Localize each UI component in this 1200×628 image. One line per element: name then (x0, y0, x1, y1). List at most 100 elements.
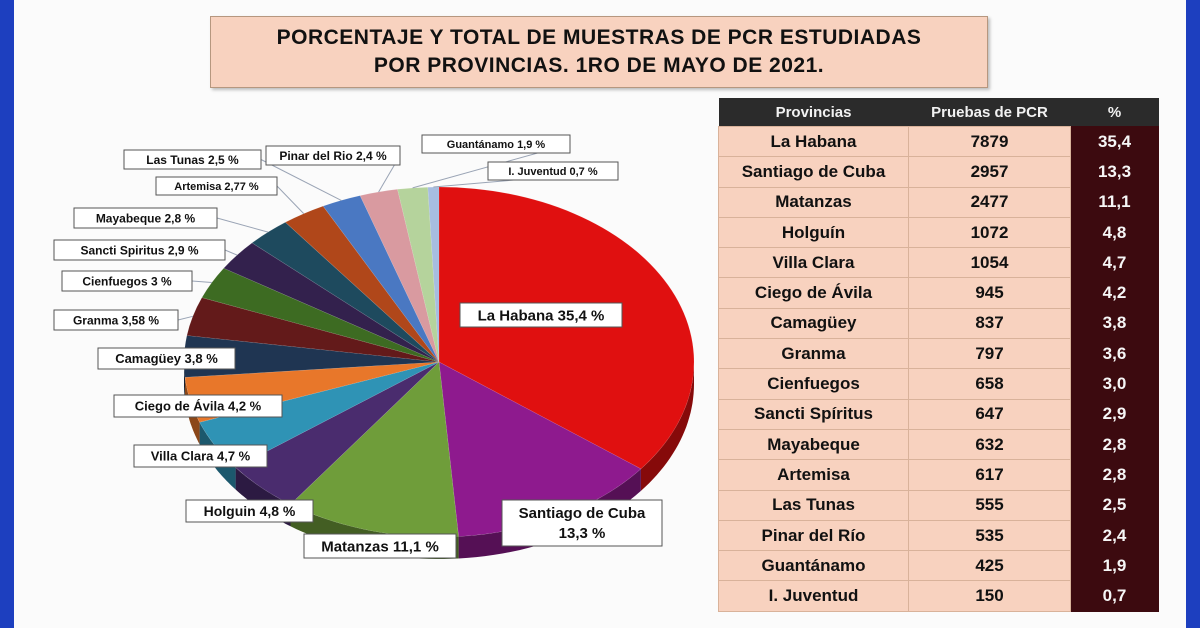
slice-label-box (501, 499, 663, 547)
province-cell: Cienfuegos (718, 368, 909, 400)
slice-label-text: Villa Clara 4,7 % (151, 449, 251, 464)
table-row: Las Tunas 555 2,5 (718, 489, 1159, 521)
province-cell: Las Tunas (718, 489, 909, 521)
slice-label-box (459, 302, 623, 328)
leader-line (191, 280, 212, 283)
pie-slice (186, 297, 440, 363)
slice-label: La Habana 35,4 % (459, 302, 623, 328)
slice-label: Granma 3,58 % (53, 309, 179, 331)
table-row: I. Juventud 150 0,7 (718, 580, 1159, 612)
leader-line (260, 159, 342, 201)
percent-cell: 3,6 (1070, 338, 1159, 370)
province-cell: Villa Clara (718, 247, 909, 279)
percent-cell: 11,1 (1070, 186, 1159, 218)
count-cell: 1054 (908, 247, 1071, 279)
slice-label-box (113, 394, 283, 418)
count-cell: 797 (908, 338, 1071, 370)
slice-label-box (133, 444, 268, 468)
table-row: Matanzas 2477 11,1 (718, 186, 1159, 218)
count-cell: 2957 (908, 156, 1071, 188)
slice-label-box (421, 134, 571, 154)
percent-cell: 0,7 (1070, 580, 1159, 612)
pie-chart: La Habana 35,4 % Santiago de Cuba 13,3 % Ma… (53, 134, 695, 559)
table-row: Guantánamo 425 1,9 (718, 550, 1159, 582)
table-row: Villa Clara 1054 4,7 (718, 247, 1159, 279)
slice-label-box (303, 533, 457, 559)
slice-label-text: Ciego de Ávila 4,2 % (135, 399, 262, 414)
table-row: La Habana 7879 35,4 (718, 125, 1159, 158)
header-provincias: Provincias (718, 98, 909, 127)
slice-label-text: Holguin 4,8 % (204, 503, 296, 519)
slice-label-text: Cienfuegos 3 % (82, 274, 172, 288)
province-cell: Artemisa (718, 459, 909, 491)
slice-label-box (155, 176, 278, 196)
percent-cell: 2,8 (1070, 459, 1159, 491)
percent-cell: 3,0 (1070, 368, 1159, 400)
slice-label: Santiago de Cuba 13,3 % (501, 499, 663, 547)
table-row: Mayabeque 632 2,8 (718, 428, 1159, 461)
pie-slice-side (184, 362, 185, 400)
slice-label-text: Santiago de Cuba (519, 505, 646, 522)
table-row: Artemisa 617 2,8 (718, 459, 1159, 491)
slice-label-text: Matanzas 11,1 % (321, 538, 439, 555)
count-cell: 945 (908, 277, 1071, 309)
table-row: Cienfuegos 658 3,0 (718, 368, 1159, 400)
slice-label-text: Granma 3,58 % (73, 313, 159, 327)
pie-slice (438, 186, 695, 470)
count-cell: 150 (908, 580, 1071, 612)
slice-label: Guantánamo 1,9 % (421, 134, 571, 154)
slice-label-box (185, 499, 314, 523)
header-percent: % (1070, 98, 1159, 127)
slice-label-text: Mayabeque 2,8 % (96, 211, 196, 225)
percent-cell: 1,9 (1070, 550, 1159, 582)
slice-label-box (61, 270, 193, 292)
table-row: Santiago de Cuba 2957 13,3 (718, 156, 1159, 188)
slice-label: Pinar del Rio 2,4 % (265, 145, 401, 166)
slice-label: Ciego de Ávila 4,2 % (113, 394, 283, 418)
pie-slice (397, 186, 440, 363)
slice-label-text: Las Tunas 2,5 % (146, 153, 239, 167)
leader-line (276, 185, 305, 214)
slice-label-text: Pinar del Rio 2,4 % (279, 149, 387, 163)
slice-label: Cienfuegos 3 % (61, 270, 193, 292)
slice-label: Holguin 4,8 % (185, 499, 314, 523)
slice-label-box (487, 161, 619, 181)
pie-slice (284, 205, 440, 363)
count-cell: 425 (908, 550, 1071, 582)
province-cell: Pinar del Río (718, 519, 909, 552)
percent-cell: 2,5 (1070, 489, 1159, 521)
percent-cell: 2,8 (1070, 428, 1159, 461)
table-row: Pinar del Río 535 2,4 (718, 519, 1159, 552)
slice-label-box (53, 239, 226, 261)
province-cell: Santiago de Cuba (718, 156, 909, 188)
slice-label-text: Artemisa 2,77 % (174, 181, 259, 193)
slice-label-box (73, 207, 218, 229)
pcr-table: Provincias Pruebas de PCR % La Habana 787… (718, 98, 1159, 612)
province-cell: Guantánamo (718, 550, 909, 582)
count-cell: 658 (908, 368, 1071, 400)
percent-cell: 4,2 (1070, 277, 1159, 309)
slice-label: Villa Clara 4,7 % (133, 444, 268, 468)
count-cell: 647 (908, 398, 1071, 430)
slice-label-text: 13,3 % (559, 525, 606, 542)
table-body: La Habana 7879 35,4 Santiago de Cuba 2957 13,… (718, 125, 1159, 612)
slice-label-box (123, 149, 262, 170)
slice-label-text: Sancti Spiritus 2,9 % (80, 243, 198, 257)
count-cell: 837 (908, 307, 1071, 340)
percent-cell: 35,4 (1070, 125, 1159, 158)
slide: PORCENTAJE Y TOTAL DE MUESTRAS DE PCR ES… (14, 0, 1186, 628)
table-row: Ciego de Ávila 945 4,2 (718, 277, 1159, 309)
slice-label-box (97, 347, 236, 370)
table-row: Camagüey 837 3,8 (718, 307, 1159, 340)
leader-line (177, 315, 194, 321)
count-cell: 535 (908, 519, 1071, 552)
slice-label: Las Tunas 2,5 % (123, 149, 262, 170)
percent-cell: 4,8 (1070, 216, 1159, 249)
title-line-2: POR PROVINCIAS. 1RO DE MAYO DE 2021. (373, 54, 825, 77)
leader-line (216, 217, 269, 233)
table-row: Sancti Spíritus 647 2,9 (718, 398, 1159, 430)
percent-cell: 2,9 (1070, 398, 1159, 430)
slice-label-text: La Habana 35,4 % (478, 307, 605, 324)
province-cell: Holguín (718, 216, 909, 249)
header-pruebas: Pruebas de PCR (908, 98, 1071, 127)
